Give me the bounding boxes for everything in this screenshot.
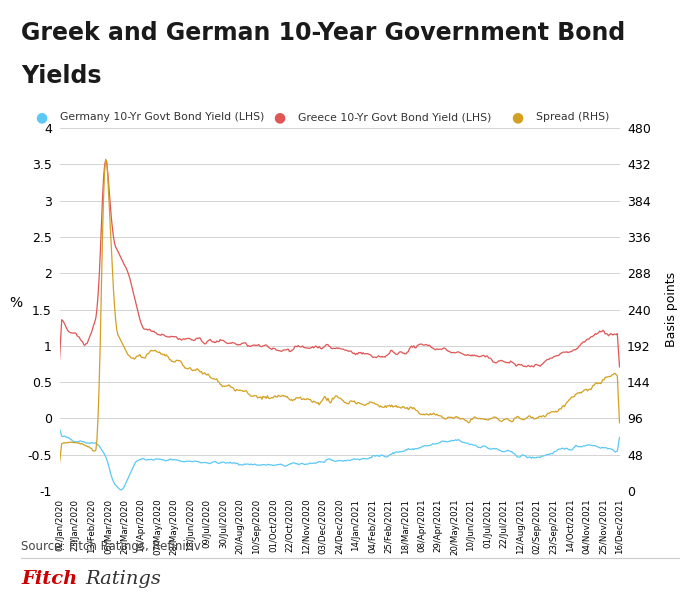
Y-axis label: %: %	[10, 296, 23, 310]
Text: Greece 10-Yr Govt Bond Yield (LHS): Greece 10-Yr Govt Bond Yield (LHS)	[298, 112, 491, 122]
Text: Greek and German 10-Year Government Bond: Greek and German 10-Year Government Bond	[21, 21, 625, 45]
Text: Yields: Yields	[21, 64, 102, 88]
Text: Ratings: Ratings	[85, 570, 161, 589]
Y-axis label: Basis points: Basis points	[665, 272, 678, 347]
Text: ●: ●	[35, 110, 47, 124]
Text: Fitch: Fitch	[21, 570, 77, 589]
Text: Spread (RHS): Spread (RHS)	[536, 112, 609, 122]
Text: Germany 10-Yr Govt Bond Yield (LHS): Germany 10-Yr Govt Bond Yield (LHS)	[60, 112, 264, 122]
Text: Source: Fitch Ratings, Refinitiv: Source: Fitch Ratings, Refinitiv	[21, 540, 201, 553]
Text: ●: ●	[273, 110, 285, 124]
Text: ●: ●	[511, 110, 523, 124]
